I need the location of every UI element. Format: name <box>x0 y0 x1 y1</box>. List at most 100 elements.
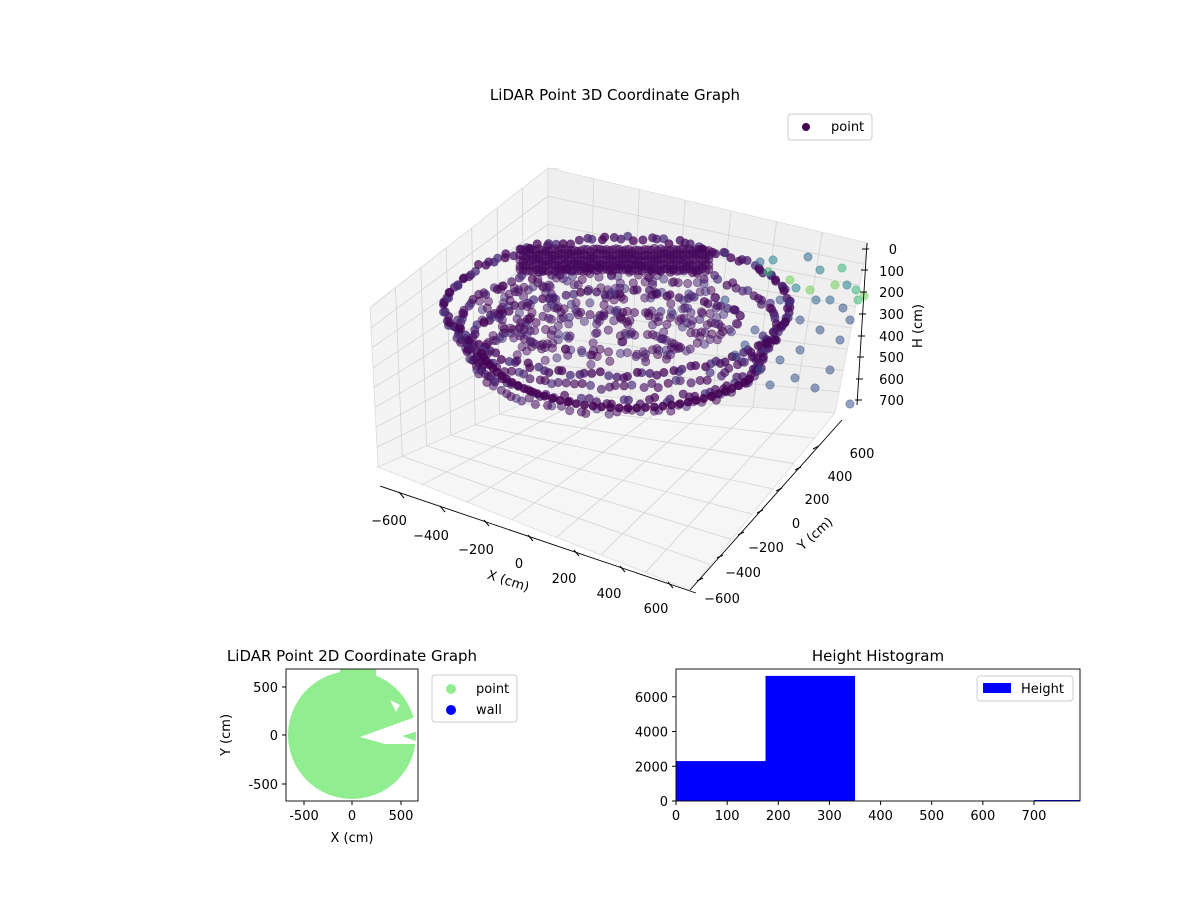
cloud-point <box>482 303 492 313</box>
cloud-point <box>666 299 676 309</box>
empty-notch <box>390 700 400 712</box>
legend-3d: point <box>787 113 873 141</box>
cloud-point <box>684 289 694 299</box>
x-tick-label: -500 <box>289 809 319 824</box>
cloud-point <box>733 319 743 329</box>
cloud-point <box>512 350 522 360</box>
cloud-point <box>522 301 532 311</box>
x-axis-line <box>379 485 697 594</box>
grid-line <box>645 409 795 573</box>
cloud-point <box>522 330 532 340</box>
cloud-point <box>669 366 679 376</box>
chart-2d-title: LiDAR Point 2D Coordinate Graph <box>227 647 477 665</box>
cloud-point <box>516 318 526 328</box>
z-tick-label: 400 <box>879 330 904 345</box>
cloud-point <box>559 304 569 314</box>
point-cloud-2d <box>288 671 416 799</box>
z-tick-label: 0 <box>889 243 897 258</box>
legend-swatch-height <box>983 683 1011 693</box>
histogram-bar <box>1034 800 1080 801</box>
cloud-point <box>805 285 815 295</box>
cloud-point <box>604 371 614 381</box>
y-tick-label: 4000 <box>635 726 668 741</box>
histogram-bar <box>765 675 855 801</box>
cloud-point <box>496 284 506 294</box>
y-axis-label-2d: Y (cm) <box>219 714 234 757</box>
x-tick-label: 700 <box>1022 809 1047 824</box>
cloud-point <box>815 325 825 335</box>
cloud-point <box>609 316 619 326</box>
cloud-point <box>588 401 598 411</box>
y-axis-line <box>689 419 843 591</box>
cloud-point <box>592 314 602 324</box>
cloud-point <box>755 365 765 375</box>
cloud-point <box>535 375 545 385</box>
y-tick-mark <box>737 531 745 536</box>
cloud-point <box>645 368 655 378</box>
cloud-point <box>733 360 743 370</box>
cloud-point <box>662 319 672 329</box>
legend-box <box>787 113 873 141</box>
cloud-point <box>699 393 709 403</box>
cloud-point <box>665 290 675 300</box>
cloud-point <box>575 370 585 380</box>
cloud-point <box>711 303 721 313</box>
cloud-point <box>439 307 449 317</box>
cloud-point <box>704 265 714 275</box>
cloud-point <box>771 319 781 329</box>
cloud-point <box>825 295 835 305</box>
cloud-point <box>603 347 613 357</box>
cloud-point <box>648 345 658 355</box>
cloud-point <box>835 335 845 345</box>
cloud-point <box>523 358 533 368</box>
cloud-point <box>534 362 544 372</box>
histogram-frame <box>675 668 1081 802</box>
y-tick-label: 500 <box>253 681 278 696</box>
cloud-point <box>501 249 511 259</box>
cloud-point <box>632 285 642 295</box>
cloud-point <box>647 378 657 388</box>
cloud-point <box>504 357 514 367</box>
cloud-point <box>585 380 595 390</box>
y-tick-mark <box>716 554 724 559</box>
cloud-point <box>541 288 551 298</box>
y-axis-ticks: −600 −400 −200 0 200 400 600 <box>696 445 874 607</box>
cloud-point <box>585 298 595 308</box>
y-tick-mark <box>775 487 783 492</box>
cloud-point <box>496 385 506 395</box>
cloud-point <box>845 399 855 409</box>
grid-line <box>556 404 713 538</box>
grid-line <box>402 456 711 566</box>
floor-pane <box>376 392 836 591</box>
y-tick-mark <box>696 577 704 582</box>
x-tick-mark <box>398 491 405 499</box>
cloud-point <box>562 276 572 286</box>
cloud-point <box>579 400 589 410</box>
cloud-point <box>837 263 847 273</box>
cloud-point <box>615 278 625 288</box>
cloud-point <box>544 313 554 323</box>
cloud-point <box>628 236 638 246</box>
cloud-point <box>779 286 789 296</box>
z-axis-ticks: 0 100 200 300 400 500 600 700 <box>855 243 904 409</box>
cloud-point <box>683 278 693 288</box>
cloud-point <box>505 323 515 333</box>
cloud-point <box>695 375 705 385</box>
legend-marker-point <box>802 123 810 131</box>
y-tick-label: 400 <box>828 470 853 485</box>
z-tick-label: 600 <box>879 373 904 388</box>
cloud-point <box>640 277 650 287</box>
x-tick-label: 400 <box>868 809 893 824</box>
cloud-point <box>587 234 597 244</box>
cloud-point <box>711 292 721 302</box>
point-cloud-2d-top-lobe <box>340 669 376 680</box>
cloud-point <box>551 294 561 304</box>
cloud-point <box>756 299 766 309</box>
cloud-point <box>588 338 598 348</box>
cloud-point <box>639 382 649 392</box>
cloud-point <box>644 311 654 321</box>
x-tick-label: 600 <box>970 809 995 824</box>
cloud-point <box>675 399 685 409</box>
cloud-point <box>649 402 659 412</box>
cloud-point <box>627 380 637 390</box>
